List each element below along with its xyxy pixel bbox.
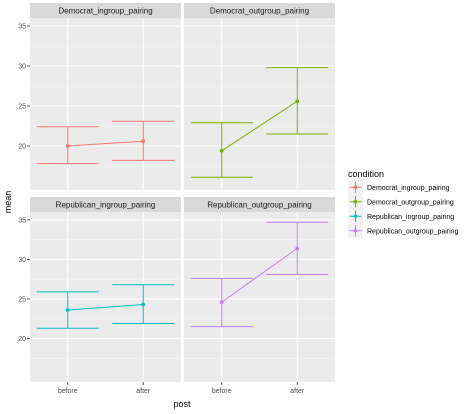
x-axis-title: post [173, 399, 191, 409]
facet-strip [30, 197, 181, 212]
panel-background [30, 212, 181, 382]
y-tick-label: 25 [18, 104, 26, 111]
legend-title: condition [348, 169, 384, 179]
y-tick-label: 20 [18, 336, 26, 343]
legend-label: Democrat_ingroup_pairing [367, 185, 450, 192]
mean-line [67, 304, 144, 311]
x-tick-label: before [212, 388, 232, 395]
mean-point [219, 148, 224, 153]
y-axis-title: mean [3, 191, 13, 214]
legend-label: Republican_outgroup_pairing [367, 228, 459, 235]
y-tick-label: 35 [18, 24, 26, 31]
mean-point [295, 246, 300, 251]
facet-strip [184, 3, 335, 18]
y-tick-label: 30 [18, 257, 26, 264]
mean-point [65, 308, 70, 312]
panel-background [184, 212, 335, 382]
legend-label: Democrat_outgroup_pairing [367, 199, 454, 206]
panel-background [30, 18, 181, 190]
y-tick-label: 20 [18, 144, 26, 151]
legend-key-point [353, 185, 358, 189]
legend-key-point [353, 200, 358, 204]
mean-line [221, 100, 298, 152]
mean-line [67, 140, 144, 147]
facet-strip-label: Republican_outgroup_pairing [207, 201, 312, 210]
mean-point [219, 300, 224, 305]
panel-background [184, 18, 335, 190]
y-tick-label: 25 [18, 296, 26, 303]
mean-point [65, 144, 70, 148]
y-tick-label: 30 [18, 64, 26, 71]
facet-strip-label: Republican_ingroup_pairing [56, 201, 156, 210]
legend-label: Republican_ingroup_pairing [367, 214, 454, 221]
legend-key-point [353, 229, 358, 233]
facet-strip-label: Democrat_ingroup_pairing [58, 7, 152, 16]
facet-strip [184, 197, 335, 212]
x-tick-label: after [136, 388, 151, 395]
y-tick-label: 35 [18, 217, 26, 224]
mean-line [221, 247, 298, 303]
x-tick-label: after [290, 388, 305, 395]
mean-point [141, 302, 146, 307]
facet-strip-label: Democrat_outgroup_pairing [210, 7, 309, 16]
mean-point [141, 139, 146, 144]
x-tick-label: before [58, 388, 78, 395]
legend-key-point [353, 214, 358, 218]
mean-point [295, 99, 300, 104]
facet-strip [30, 3, 181, 18]
